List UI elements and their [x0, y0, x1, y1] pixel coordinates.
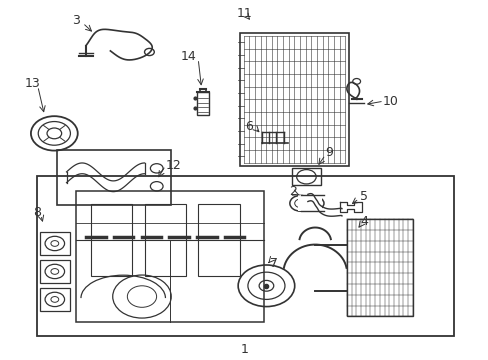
- Text: 4: 4: [359, 215, 367, 228]
- Text: 10: 10: [382, 95, 398, 108]
- Bar: [40, 231, 70, 255]
- Text: 14: 14: [180, 50, 196, 63]
- Bar: [198, 204, 239, 276]
- Bar: [292, 168, 320, 185]
- Bar: [40, 288, 70, 311]
- Bar: [298, 195, 321, 211]
- Bar: [197, 92, 208, 116]
- Text: 1: 1: [240, 343, 248, 356]
- Bar: [91, 204, 132, 276]
- Text: 9: 9: [324, 145, 332, 158]
- Bar: [144, 204, 185, 276]
- Bar: [57, 149, 171, 205]
- Text: 12: 12: [165, 159, 182, 172]
- Bar: [76, 191, 264, 321]
- Text: 11: 11: [236, 7, 252, 20]
- Bar: [37, 176, 453, 336]
- Text: 6: 6: [245, 120, 253, 133]
- Bar: [239, 33, 348, 166]
- Text: 7: 7: [269, 257, 277, 270]
- Text: 5: 5: [359, 190, 367, 203]
- Bar: [40, 260, 70, 283]
- Text: 3: 3: [72, 14, 80, 27]
- Text: 2: 2: [289, 185, 297, 198]
- Text: 13: 13: [24, 77, 40, 90]
- Bar: [346, 220, 412, 316]
- Text: 8: 8: [33, 206, 41, 219]
